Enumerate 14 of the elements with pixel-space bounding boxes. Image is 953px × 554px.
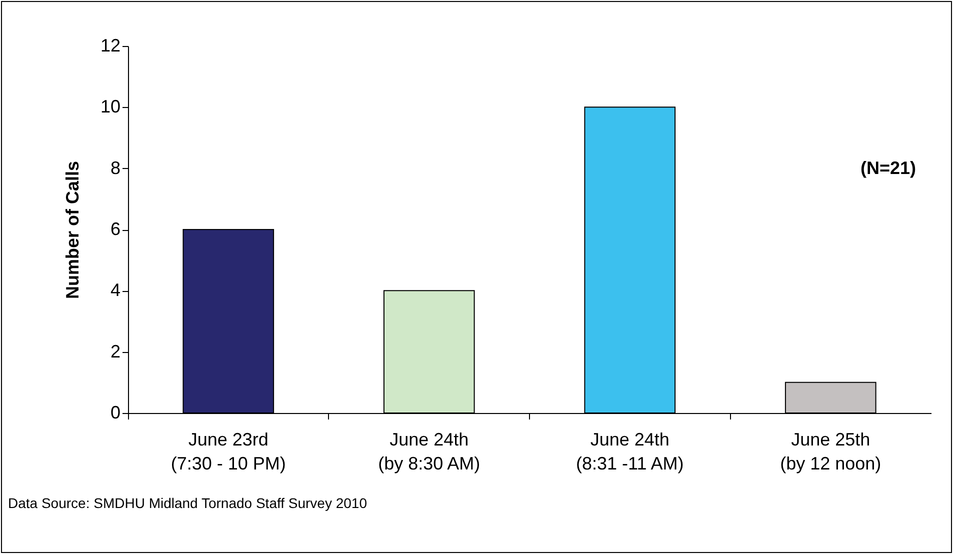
annotation: (N=21) (860, 158, 916, 178)
source-note: Data Source: SMDHU Midland Tornado Staff Survey 2010 (8, 495, 368, 511)
y-axis-title: Number of Calls (62, 160, 82, 300)
y-tick-label: 10 (100, 96, 120, 117)
x-tick-label: June 24th (by 8:30 AM) (378, 430, 480, 474)
x-tick-label: June 24th (8:31 -11 AM) (576, 430, 684, 474)
y-tick-label: 12 (100, 36, 120, 56)
y-tick-label: 4 (110, 280, 120, 300)
y-tick-label: 2 (110, 341, 120, 362)
x-tick-label: June 25th (by 12 noon) (780, 430, 882, 474)
y-tick-label: 8 (110, 158, 120, 178)
x-tick-label: June 23rd (7:30 - 10 PM) (170, 430, 286, 474)
y-tick-label: 0 (110, 402, 120, 422)
y-tick-label: 6 (110, 219, 120, 239)
